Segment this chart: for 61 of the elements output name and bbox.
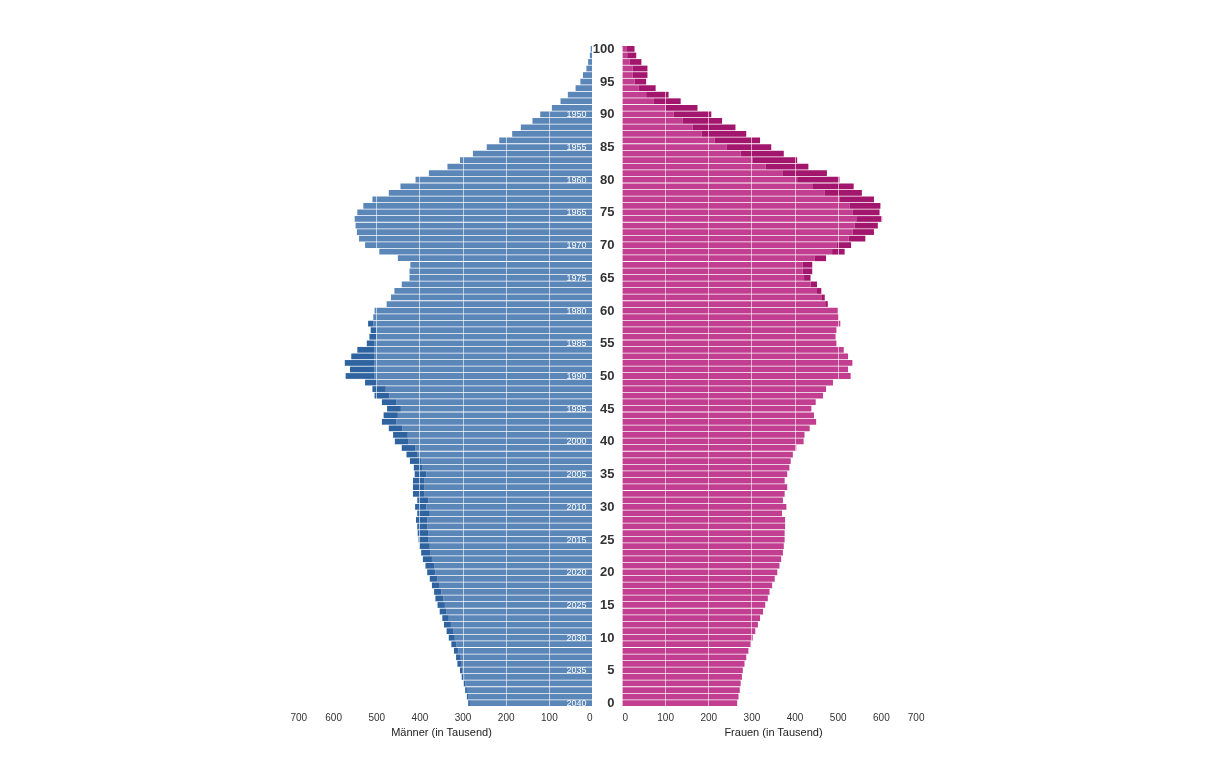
bar <box>821 294 825 301</box>
x-tick-label: 300 <box>743 711 761 723</box>
y-tick-label: 45 <box>600 400 615 416</box>
y-tick-label: 40 <box>600 433 615 449</box>
x-tick-label: 700 <box>290 711 308 723</box>
y-tick-label: 100 <box>592 40 615 56</box>
x-tick-label: 700 <box>907 711 925 723</box>
x-tick-label: 600 <box>325 711 343 723</box>
bar <box>825 301 828 307</box>
x-tick-label: 0 <box>622 711 629 723</box>
y-tick-label: 30 <box>600 498 615 514</box>
y-tick-label: 2025 <box>566 599 587 610</box>
y-tick-label: 2030 <box>566 632 587 643</box>
x-tick-label: 400 <box>786 711 804 723</box>
y-tick-label: 15 <box>600 596 615 612</box>
x-tick-label: 100 <box>541 711 559 723</box>
y-tick-label: 1970 <box>566 240 587 251</box>
y-tick-label: 95 <box>600 73 615 89</box>
y-tick-label: 1980 <box>566 305 587 316</box>
y-tick-label: 2015 <box>566 534 587 545</box>
y-tick-label: 1995 <box>566 403 587 414</box>
y-tick-label: 1950 <box>566 109 587 120</box>
bar <box>814 255 827 262</box>
y-tick-label: 50 <box>600 368 615 383</box>
y-tick-label: 10 <box>600 629 615 645</box>
x-tick-label: 200 <box>700 711 718 723</box>
x-tick-label: 500 <box>368 711 386 723</box>
y-tick-label: 2000 <box>566 436 587 447</box>
x-tick-label: 400 <box>411 711 429 723</box>
y-tick-label: 1960 <box>566 174 587 185</box>
y-tick-label: 2035 <box>566 665 587 676</box>
y-tick-label: 1985 <box>566 338 587 349</box>
y-tick-label: 2005 <box>566 469 587 480</box>
y-tick-label: 1975 <box>566 272 587 283</box>
y-tick-label: 65 <box>600 269 615 285</box>
x-tick-label: 600 <box>873 711 891 723</box>
y-tick-label: 2020 <box>566 567 587 578</box>
y-tick-label: 5 <box>607 662 615 678</box>
x-axis-title: Frauen (in Tausend) <box>724 725 823 738</box>
y-tick-label: 1990 <box>566 371 587 381</box>
y-tick-label: 60 <box>600 302 615 318</box>
y-tick-label: 20 <box>600 564 615 580</box>
bar <box>817 288 822 294</box>
y-tick-label: 90 <box>600 106 615 122</box>
y-tick-label: 85 <box>600 139 615 155</box>
y-tick-label: 1955 <box>566 142 587 153</box>
y-tick-label: 1965 <box>566 207 587 218</box>
y-tick-label: 2040 <box>566 698 587 709</box>
y-tick-label: 75 <box>600 204 615 220</box>
x-axis-title: Männer (in Tausend) <box>391 725 492 738</box>
y-tick-label: 70 <box>600 237 615 253</box>
y-tick-label: 25 <box>600 531 615 547</box>
y-tick-label: 2010 <box>566 501 587 512</box>
y-tick-label: 35 <box>600 466 615 482</box>
x-tick-label: 100 <box>657 711 675 723</box>
y-tick-label: 0 <box>607 695 615 711</box>
x-tick-label: 200 <box>497 711 515 723</box>
y-tick-label: 80 <box>600 171 615 187</box>
x-tick-label: 500 <box>829 711 847 723</box>
y-tick-label: 55 <box>600 335 615 351</box>
x-tick-label: 300 <box>454 711 472 723</box>
